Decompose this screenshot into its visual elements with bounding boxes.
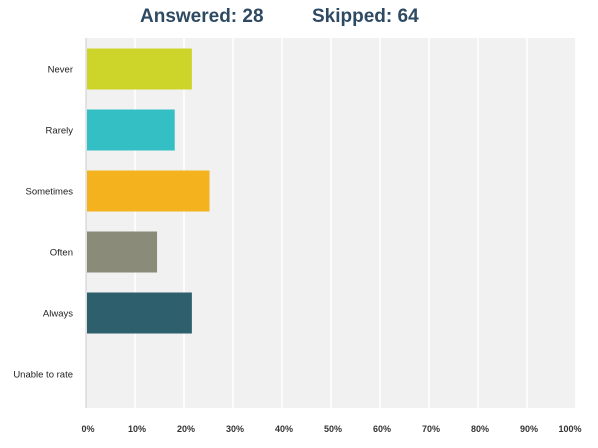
answered-count: Answered: 28	[140, 6, 264, 27]
x-tick-label: 20%	[177, 424, 195, 434]
x-tick-label: 50%	[324, 424, 342, 434]
x-tick-label: 70%	[422, 424, 440, 434]
response-summary: Answered: 28 Skipped: 64	[0, 6, 598, 36]
x-tick-label: 60%	[373, 424, 391, 434]
category-label: Unable to rate	[13, 370, 73, 381]
category-label: Often	[50, 248, 73, 259]
category-label: Always	[43, 309, 73, 320]
x-tick-label: 0%	[81, 424, 94, 434]
bar	[87, 48, 192, 90]
bar	[87, 109, 175, 151]
category-label: Sometimes	[25, 187, 73, 198]
x-tick-label: 30%	[226, 424, 244, 434]
x-tick-label: 100%	[558, 424, 581, 434]
x-tick-label: 80%	[471, 424, 489, 434]
skipped-count: Skipped: 64	[312, 6, 419, 27]
x-tick-label: 40%	[275, 424, 293, 434]
bar	[87, 231, 158, 273]
x-tick-label: 90%	[520, 424, 538, 434]
category-label: Rarely	[46, 126, 74, 137]
x-tick-label: 10%	[128, 424, 146, 434]
bar	[87, 170, 210, 212]
bar	[87, 292, 192, 334]
category-label: Never	[48, 65, 73, 76]
